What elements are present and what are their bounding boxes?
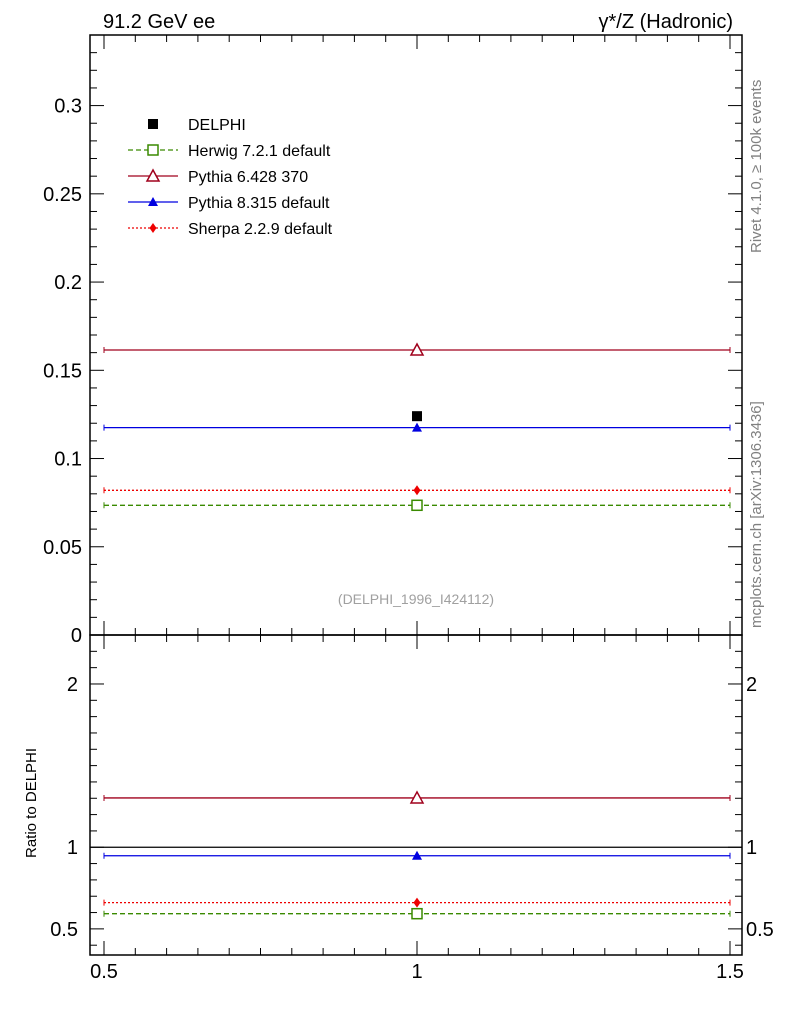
legend-marker-sherpa-2-2-9-default: [149, 223, 157, 233]
ratio-ylabel: Ratio to DELPHI: [23, 748, 40, 858]
legend-marker-herwig-7-2-1-default: [147, 144, 159, 156]
header-right: γ*/Z (Hadronic): [599, 11, 733, 33]
reference-label: (DELPHI_1996_I424112): [338, 591, 494, 607]
main-y-tick-label: 0.25: [43, 184, 82, 206]
legend-label-delphi: DELPHI: [188, 117, 246, 134]
main-y-tick-label: 0.3: [54, 96, 82, 118]
legend-marker-delphi: [148, 119, 158, 129]
data-point-herwig-7-2-1-default: [411, 499, 423, 512]
ratio-y-tick-label-right: 1: [746, 837, 757, 859]
ratio-y-tick-label-right: 0.5: [746, 919, 774, 941]
data-point-pythia-6-428-370: [409, 342, 425, 356]
legend-label-herwig-7-2-1-default: Herwig 7.2.1 default: [188, 143, 331, 160]
ratio-series-group: [103, 790, 731, 920]
legend-label-pythia-8-315-default: Pythia 8.315 default: [188, 195, 330, 212]
data-point-pythia-8-315-default: [412, 422, 422, 432]
data-point-sherpa-2-2-9-default: [413, 485, 421, 496]
ratio-y-tick-label-right: 2: [746, 674, 757, 696]
x-tick-label: 0.5: [90, 961, 118, 983]
x-tick-label: 1: [411, 961, 422, 983]
ratio-point-pythia-6-428-370: [409, 790, 425, 804]
data-point-delphi: [412, 411, 422, 422]
ratio-y-tick-label: 1: [67, 837, 78, 859]
main-series-group: [103, 342, 731, 512]
legend-marker-pythia-6-428-370: [145, 168, 161, 182]
header-left: 91.2 GeV ee: [103, 11, 215, 33]
main-y-tick-label: 0: [71, 625, 82, 647]
ratio-y-tick-label: 2: [67, 674, 78, 696]
main-y-tick-label: 0.1: [54, 449, 82, 471]
ratio-point-pythia-8-315-default: [412, 850, 422, 860]
legend: DELPHI Herwig 7.2.1 default Pythia 6.428 3…: [128, 117, 333, 238]
legend-marker-pythia-8-315-default: [148, 197, 158, 206]
main-axis-ticks: 0 0.05 0.1 0.15 0.2 0.25 0.3: [43, 35, 742, 647]
legend-label-pythia-6-428-370: Pythia 6.428 370: [188, 169, 308, 186]
mcplots-label: mcplots.cern.ch [arXiv:1306.3436]: [748, 401, 765, 628]
ratio-panel-frame: [89, 634, 743, 956]
rivet-label: Rivet 4.1.0, ≥ 100k events: [748, 80, 765, 253]
ratio-point-sherpa-2-2-9-default: [413, 897, 421, 908]
ratio-axis-ticks: 0.5 0.5 1 1 2 2 0.5 1 1.5: [50, 635, 774, 983]
main-y-tick-label: 0.05: [43, 537, 82, 559]
ratio-point-herwig-7-2-1-default: [411, 907, 423, 920]
legend-label-sherpa-2-2-9-default: Sherpa 2.2.9 default: [188, 221, 333, 238]
ratio-y-tick-label: 0.5: [50, 919, 78, 941]
x-tick-label: 1.5: [716, 961, 744, 983]
main-y-tick-label: 0.2: [54, 272, 82, 294]
main-y-tick-label: 0.15: [43, 360, 82, 382]
